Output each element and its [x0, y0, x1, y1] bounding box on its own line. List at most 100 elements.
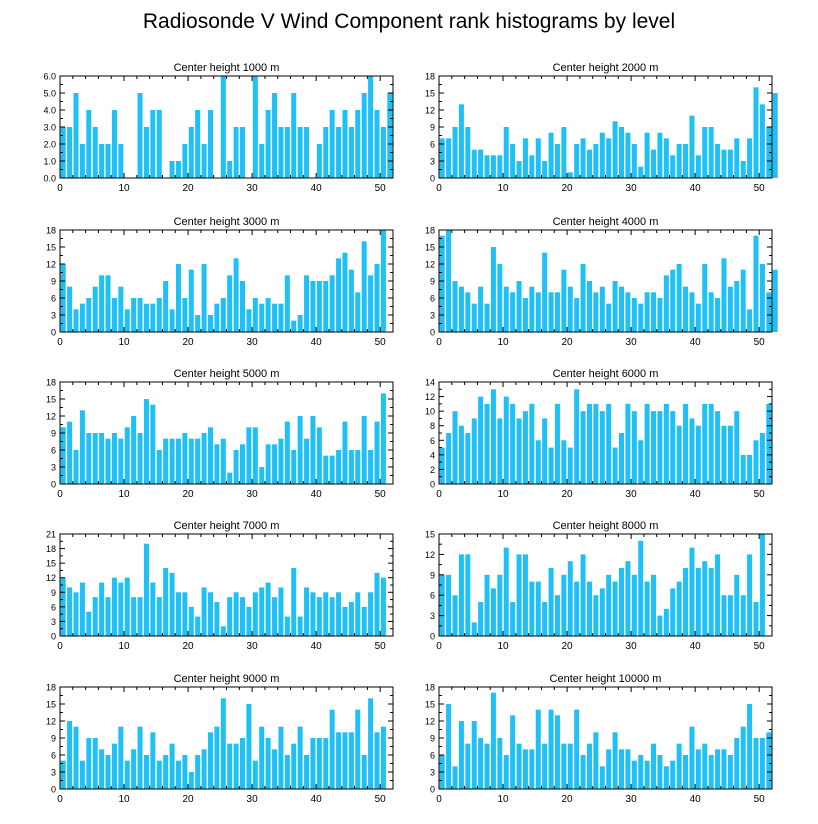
bar	[387, 93, 393, 178]
bar	[612, 121, 618, 178]
bar	[484, 574, 490, 636]
bar	[143, 127, 149, 178]
bar	[105, 275, 111, 332]
y-tick-label: 9	[51, 429, 56, 439]
bar	[651, 292, 657, 332]
bar	[676, 743, 682, 789]
bar	[111, 743, 117, 789]
bar	[304, 755, 310, 789]
bar	[342, 606, 348, 636]
bar	[554, 595, 560, 636]
bars	[60, 698, 386, 789]
y-tick-label: 9	[430, 277, 435, 287]
y-tick-label: 3	[430, 611, 435, 621]
bar	[606, 138, 612, 178]
bar	[175, 264, 181, 332]
x-tick-label: 0	[436, 183, 442, 194]
bar	[105, 144, 111, 178]
bar	[516, 161, 522, 178]
bar	[715, 749, 721, 789]
bar	[721, 149, 727, 178]
bar	[554, 403, 560, 484]
bar	[355, 292, 361, 332]
bar	[79, 582, 85, 636]
bar	[734, 574, 740, 636]
bar	[676, 425, 682, 484]
bar	[510, 602, 516, 636]
x-tick-label: 50	[375, 183, 387, 194]
bar	[278, 127, 284, 178]
bar	[169, 572, 175, 636]
y-tick-label: 9	[430, 734, 435, 744]
bar	[689, 418, 695, 484]
bar	[663, 403, 669, 484]
y-tick-label: 4	[430, 450, 435, 460]
bar	[561, 127, 567, 178]
bar	[548, 568, 554, 636]
bar	[233, 127, 239, 178]
y-tick-label: 12	[425, 260, 435, 270]
bar	[439, 235, 445, 332]
bar	[657, 615, 663, 636]
bar	[380, 726, 386, 789]
x-tick-label: 40	[311, 794, 323, 805]
bar	[150, 303, 156, 332]
bar	[60, 427, 66, 484]
bar	[316, 281, 322, 332]
bar	[759, 534, 765, 636]
y-tick-label: 4.0	[43, 106, 56, 116]
y-tick-label: 12	[425, 717, 435, 727]
bar	[535, 138, 541, 178]
bar	[644, 292, 650, 332]
bars	[439, 389, 772, 484]
bar	[695, 155, 701, 178]
bar	[182, 298, 188, 332]
bar	[124, 427, 130, 484]
bar	[252, 298, 258, 332]
bar	[715, 144, 721, 178]
bar	[201, 749, 207, 789]
bar	[715, 298, 721, 332]
bar	[233, 592, 239, 636]
x-tick-label: 20	[562, 489, 574, 500]
panel-title: Center height 6000 m	[553, 368, 659, 380]
bar	[131, 298, 137, 332]
bar	[348, 732, 354, 789]
x-tick-label: 20	[183, 641, 195, 652]
bar	[478, 396, 484, 484]
y-tick-label: 18	[425, 683, 435, 693]
bar	[612, 581, 618, 636]
bar	[766, 127, 772, 178]
y-tick-label: 6	[51, 602, 56, 612]
bar	[702, 264, 708, 332]
y-tick-label: 12	[46, 260, 56, 270]
bar	[542, 743, 548, 789]
bar	[118, 286, 124, 332]
bar	[727, 595, 733, 636]
bar	[721, 258, 727, 332]
bar	[265, 298, 271, 332]
bar	[329, 455, 335, 484]
panel-title: Center height 7000 m	[174, 520, 280, 532]
bar	[131, 416, 137, 484]
bar	[246, 704, 252, 789]
x-tick-label: 30	[247, 337, 259, 348]
bar	[240, 444, 246, 484]
bar	[567, 286, 573, 332]
bar	[708, 403, 714, 484]
bar	[542, 161, 548, 178]
bar	[361, 606, 367, 636]
bar	[554, 715, 560, 789]
bar	[252, 760, 258, 789]
bar	[310, 416, 316, 484]
bar	[446, 230, 452, 332]
bar	[522, 554, 528, 636]
bar	[368, 450, 374, 484]
x-tick-label: 30	[626, 337, 638, 348]
y-tick-label: 18	[425, 226, 435, 236]
bar	[446, 138, 452, 178]
bars	[439, 692, 772, 789]
bar	[342, 421, 348, 484]
bar	[201, 587, 207, 636]
bar	[567, 447, 573, 484]
